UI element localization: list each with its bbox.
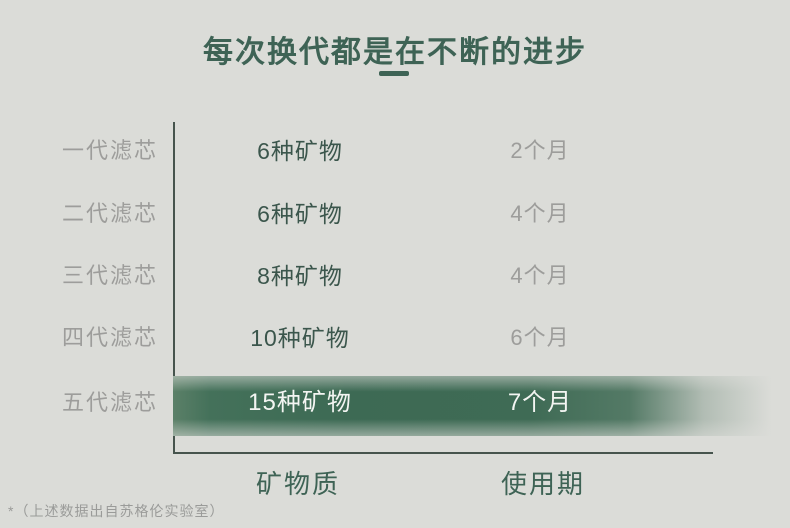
footer-rule-line (173, 452, 713, 454)
period-value: 2个月 (510, 138, 570, 163)
generation-label: 二代滤芯 (61, 201, 158, 226)
minerals-value: 6种矿物 (257, 201, 343, 227)
highlight-gradient-bar (173, 376, 790, 436)
minerals-value: 10种矿物 (250, 325, 350, 351)
generation-label: 三代滤芯 (61, 263, 158, 288)
table-row-highlighted: 五代滤芯 15种矿物 7个月 (0, 388, 790, 418)
generation-label: 四代滤芯 (61, 325, 158, 350)
table-row: 二代滤芯 6种矿物 4个月 (0, 199, 790, 229)
footnote: *（上述数据出自苏格伦实验室） (8, 503, 225, 519)
minerals-value: 6种矿物 (257, 138, 343, 164)
table-row: 四代滤芯 10种矿物 6个月 (0, 323, 790, 353)
generation-label: 一代滤芯 (61, 138, 158, 163)
generation-label: 五代滤芯 (61, 390, 158, 415)
table-row: 三代滤芯 8种矿物 4个月 (0, 261, 790, 291)
minerals-value: 15种矿物 (248, 389, 352, 416)
period-value: 4个月 (510, 263, 570, 288)
minerals-value: 8种矿物 (257, 263, 343, 289)
column-footer-minerals: 矿物质 (255, 469, 340, 499)
vertical-divider-line (173, 122, 175, 453)
page-title: 每次换代都是在不断的进步 (203, 36, 587, 69)
period-value: 6个月 (510, 325, 570, 350)
period-value: 7个月 (507, 389, 573, 416)
column-footer-period: 使用期 (500, 469, 585, 499)
period-value: 4个月 (510, 201, 570, 226)
table-row: 一代滤芯 6种矿物 2个月 (0, 136, 790, 166)
title-underline-dash (379, 71, 409, 76)
